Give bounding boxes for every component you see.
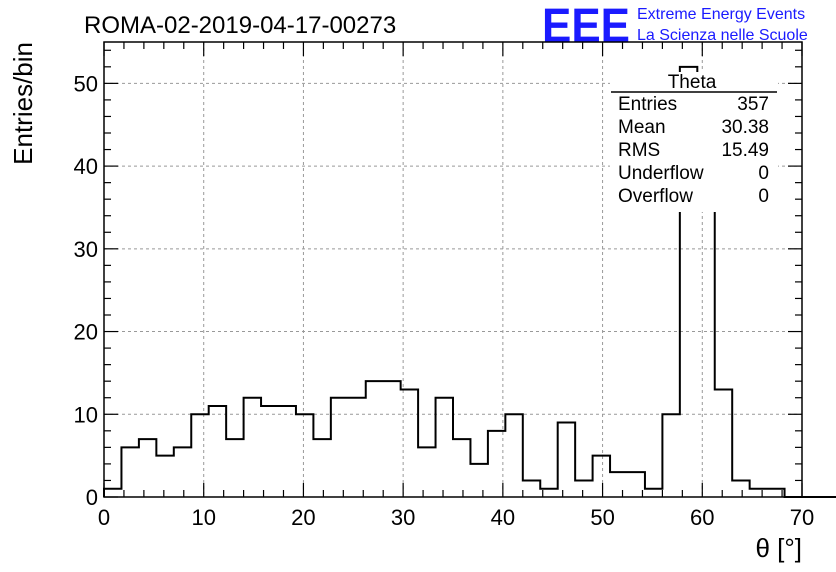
histogram-bin-24 bbox=[523, 480, 540, 497]
histogram-bin-32 bbox=[662, 414, 679, 497]
y-tick-labels: 0 10 20 30 40 50 bbox=[74, 71, 98, 510]
y-tick-label: 0 bbox=[86, 485, 98, 510]
histogram-outline bbox=[103, 65, 836, 498]
histogram-bin-29 bbox=[610, 472, 627, 497]
chart-title: ROMA-02-2019-04-17-00273 bbox=[84, 12, 396, 39]
histogram-bin-18 bbox=[418, 447, 435, 497]
histogram-bin-20 bbox=[453, 439, 470, 497]
histogram-bin-19 bbox=[436, 398, 453, 497]
logo-mark: EEE bbox=[542, 0, 630, 53]
eee-logo: EEE Extreme Energy Events La Scienza nel… bbox=[542, 0, 808, 53]
stats-label-mean: Mean bbox=[618, 117, 666, 138]
stats-value-entries: 357 bbox=[737, 94, 769, 115]
y-tick-label: 20 bbox=[74, 320, 98, 345]
x-tick-label: 30 bbox=[391, 505, 415, 530]
histogram-bin-27 bbox=[575, 480, 592, 497]
stats-value-mean: 30.38 bbox=[721, 117, 769, 138]
stats-value-overflow: 0 bbox=[758, 186, 769, 207]
histogram-bin-23 bbox=[505, 414, 522, 497]
x-tick-label: 10 bbox=[191, 505, 215, 530]
logo-line2: La Scienza nelle Scuole bbox=[637, 27, 808, 44]
histogram-bin-8 bbox=[244, 398, 261, 497]
histogram-bin-4 bbox=[174, 447, 191, 497]
stats-label-underflow: Underflow bbox=[618, 163, 704, 184]
histogram-bin-28 bbox=[593, 456, 610, 497]
x-tick-label: 0 bbox=[98, 505, 110, 530]
histogram-bin-1 bbox=[121, 447, 138, 497]
y-tick-label: 30 bbox=[74, 237, 98, 262]
histogram-bin-37 bbox=[750, 489, 767, 497]
stats-label-overflow: Overflow bbox=[618, 186, 693, 207]
histogram-bin-2 bbox=[139, 439, 156, 497]
stats-box-title: Theta bbox=[668, 72, 717, 93]
histogram-bin-3 bbox=[156, 456, 173, 497]
histogram-bin-26 bbox=[558, 423, 575, 497]
histogram-bin-31 bbox=[645, 489, 662, 497]
stats-label-rms: RMS bbox=[618, 140, 660, 161]
histogram-bin-14 bbox=[348, 398, 365, 497]
x-tick-label: 70 bbox=[790, 505, 814, 530]
x-tick-label: 40 bbox=[491, 505, 515, 530]
histogram-bin-0 bbox=[104, 489, 121, 497]
plot-frame bbox=[103, 41, 803, 498]
stats-value-underflow: 0 bbox=[758, 163, 769, 184]
y-tick-label: 50 bbox=[74, 71, 98, 96]
histogram-bin-21 bbox=[470, 464, 487, 497]
histogram-bin-5 bbox=[191, 414, 208, 497]
stats-value-rms: 15.49 bbox=[721, 140, 769, 161]
histogram-bin-17 bbox=[401, 389, 418, 497]
histogram-bin-6 bbox=[209, 406, 226, 497]
logo-line1: Extreme Energy Events bbox=[637, 6, 805, 23]
histogram-bin-16 bbox=[383, 381, 400, 497]
histogram-bin-36 bbox=[732, 480, 749, 497]
histogram-bin-12 bbox=[313, 439, 330, 497]
histogram-bin-7 bbox=[226, 439, 243, 497]
stats-label-entries: Entries bbox=[618, 94, 677, 115]
x-axis-title: θ [°] bbox=[755, 533, 802, 563]
stats-box-bg bbox=[610, 72, 778, 212]
y-tick-label: 10 bbox=[74, 402, 98, 427]
histogram-bin-34 bbox=[697, 207, 714, 497]
histogram-bin-9 bbox=[261, 406, 278, 497]
x-tick-label: 60 bbox=[690, 505, 714, 530]
y-tick-label: 40 bbox=[74, 154, 98, 179]
stats-rows: Entries 357 Mean 30.38 RMS 15.49 Underflow 0 Ove… bbox=[618, 94, 769, 207]
histogram-bin-15 bbox=[366, 381, 383, 497]
stats-box: Theta Entries 357 Mean 30.38 RMS 15.49 Underfl… bbox=[610, 72, 778, 212]
axis-ticks bbox=[103, 42, 803, 498]
x-tick-label: 20 bbox=[291, 505, 315, 530]
y-axis-title: Entries/bin bbox=[8, 42, 38, 165]
histogram-bin-13 bbox=[331, 398, 348, 497]
x-tick-labels: 0 10 20 30 40 50 60 70 bbox=[98, 505, 814, 530]
x-tick-label: 50 bbox=[590, 505, 614, 530]
histogram-bin-10 bbox=[279, 406, 296, 497]
histogram-bin-35 bbox=[715, 389, 732, 497]
histogram-bin-11 bbox=[296, 414, 313, 497]
